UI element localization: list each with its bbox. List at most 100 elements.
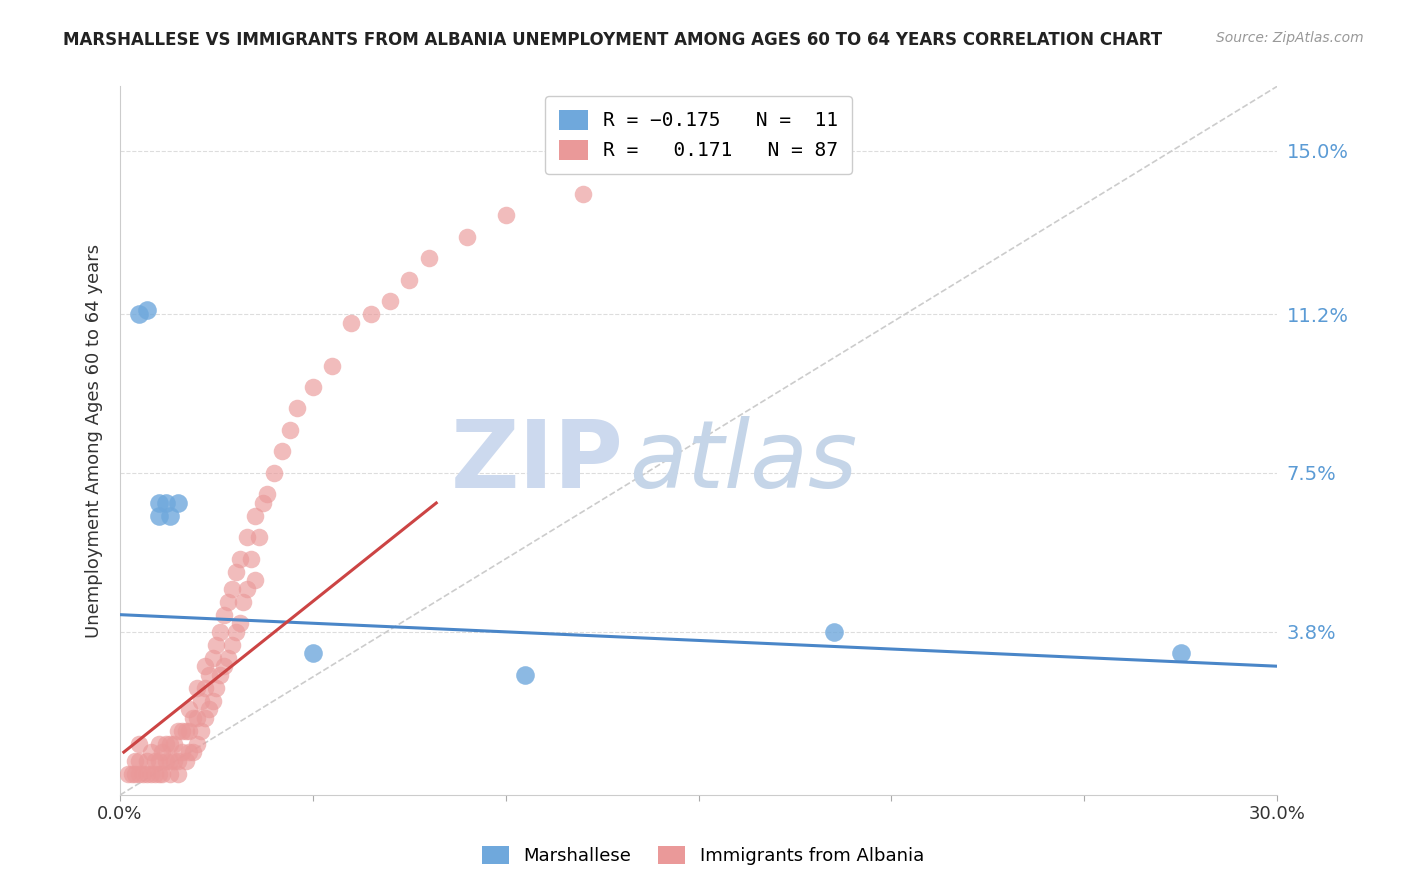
Point [166, 496, 188, 510]
Point [225, 624, 247, 639]
Point [221, 638, 243, 652]
Point [418, 251, 440, 265]
Point [143, 766, 166, 780]
Point [228, 616, 250, 631]
Point [513, 668, 536, 682]
Point [170, 745, 193, 759]
Point [278, 423, 301, 437]
Point [209, 624, 232, 639]
Point [236, 530, 259, 544]
Point [495, 208, 517, 222]
Point [143, 754, 166, 768]
Point [321, 359, 343, 373]
Point [136, 754, 159, 768]
Point [205, 681, 228, 695]
Legend: R = −0.175   N =  11, R =   0.171   N = 87: R = −0.175 N = 11, R = 0.171 N = 87 [546, 96, 852, 174]
Point [166, 723, 188, 738]
Point [117, 766, 139, 780]
Legend: Marshallese, Immigrants from Albania: Marshallese, Immigrants from Albania [475, 838, 931, 872]
Point [186, 681, 208, 695]
Point [170, 723, 193, 738]
Point [186, 737, 208, 751]
Point [166, 754, 188, 768]
Point [263, 466, 285, 480]
Point [287, 401, 309, 416]
Point [181, 745, 204, 759]
Point [159, 508, 181, 523]
Point [197, 702, 219, 716]
Point [163, 737, 186, 751]
Point [232, 595, 254, 609]
Point [159, 766, 181, 780]
Point [225, 565, 247, 579]
Point [247, 530, 270, 544]
Text: Source: ZipAtlas.com: Source: ZipAtlas.com [1216, 31, 1364, 45]
Point [159, 754, 181, 768]
Point [155, 737, 177, 751]
Point [155, 496, 177, 510]
Point [243, 574, 266, 588]
Point [194, 681, 217, 695]
Point [179, 702, 201, 716]
Point [378, 294, 401, 309]
Point [256, 487, 278, 501]
Point [124, 766, 146, 780]
Point [148, 754, 170, 768]
Point [179, 745, 201, 759]
Point [398, 273, 420, 287]
Point [190, 693, 212, 707]
Point [163, 754, 186, 768]
Point [243, 508, 266, 523]
Point [181, 711, 204, 725]
Point [174, 723, 197, 738]
Point [124, 754, 146, 768]
Point [152, 745, 174, 759]
Point [212, 607, 235, 622]
Point [205, 638, 228, 652]
Point [166, 766, 188, 780]
Point [128, 754, 150, 768]
Point [217, 595, 239, 609]
Point [301, 380, 323, 394]
Point [136, 302, 159, 317]
Point [252, 496, 274, 510]
Point [186, 711, 208, 725]
Point [236, 582, 259, 596]
Point [271, 444, 294, 458]
Text: MARSHALLESE VS IMMIGRANTS FROM ALBANIA UNEMPLOYMENT AMONG AGES 60 TO 64 YEARS CO: MARSHALLESE VS IMMIGRANTS FROM ALBANIA U… [63, 31, 1163, 49]
Point [823, 624, 845, 639]
Point [128, 307, 150, 321]
Point [136, 766, 159, 780]
Point [209, 668, 232, 682]
Point [148, 766, 170, 780]
Y-axis label: Unemployment Among Ages 60 to 64 years: Unemployment Among Ages 60 to 64 years [86, 244, 103, 638]
Point [212, 659, 235, 673]
Point [190, 723, 212, 738]
Point [155, 754, 177, 768]
Point [139, 745, 162, 759]
Point [217, 650, 239, 665]
Point [148, 496, 170, 510]
Point [148, 737, 170, 751]
Point [221, 582, 243, 596]
Point [128, 737, 150, 751]
Point [340, 316, 363, 330]
Point [121, 766, 143, 780]
Point [301, 646, 323, 660]
Point [228, 551, 250, 566]
Point [1170, 646, 1192, 660]
Point [132, 766, 155, 780]
Point [139, 766, 162, 780]
Point [128, 766, 150, 780]
Point [201, 650, 224, 665]
Text: ZIP: ZIP [450, 416, 623, 508]
Point [179, 723, 201, 738]
Point [159, 737, 181, 751]
Point [201, 693, 224, 707]
Point [148, 508, 170, 523]
Point [194, 659, 217, 673]
Point [174, 754, 197, 768]
Point [240, 551, 263, 566]
Point [456, 229, 478, 244]
Point [152, 766, 174, 780]
